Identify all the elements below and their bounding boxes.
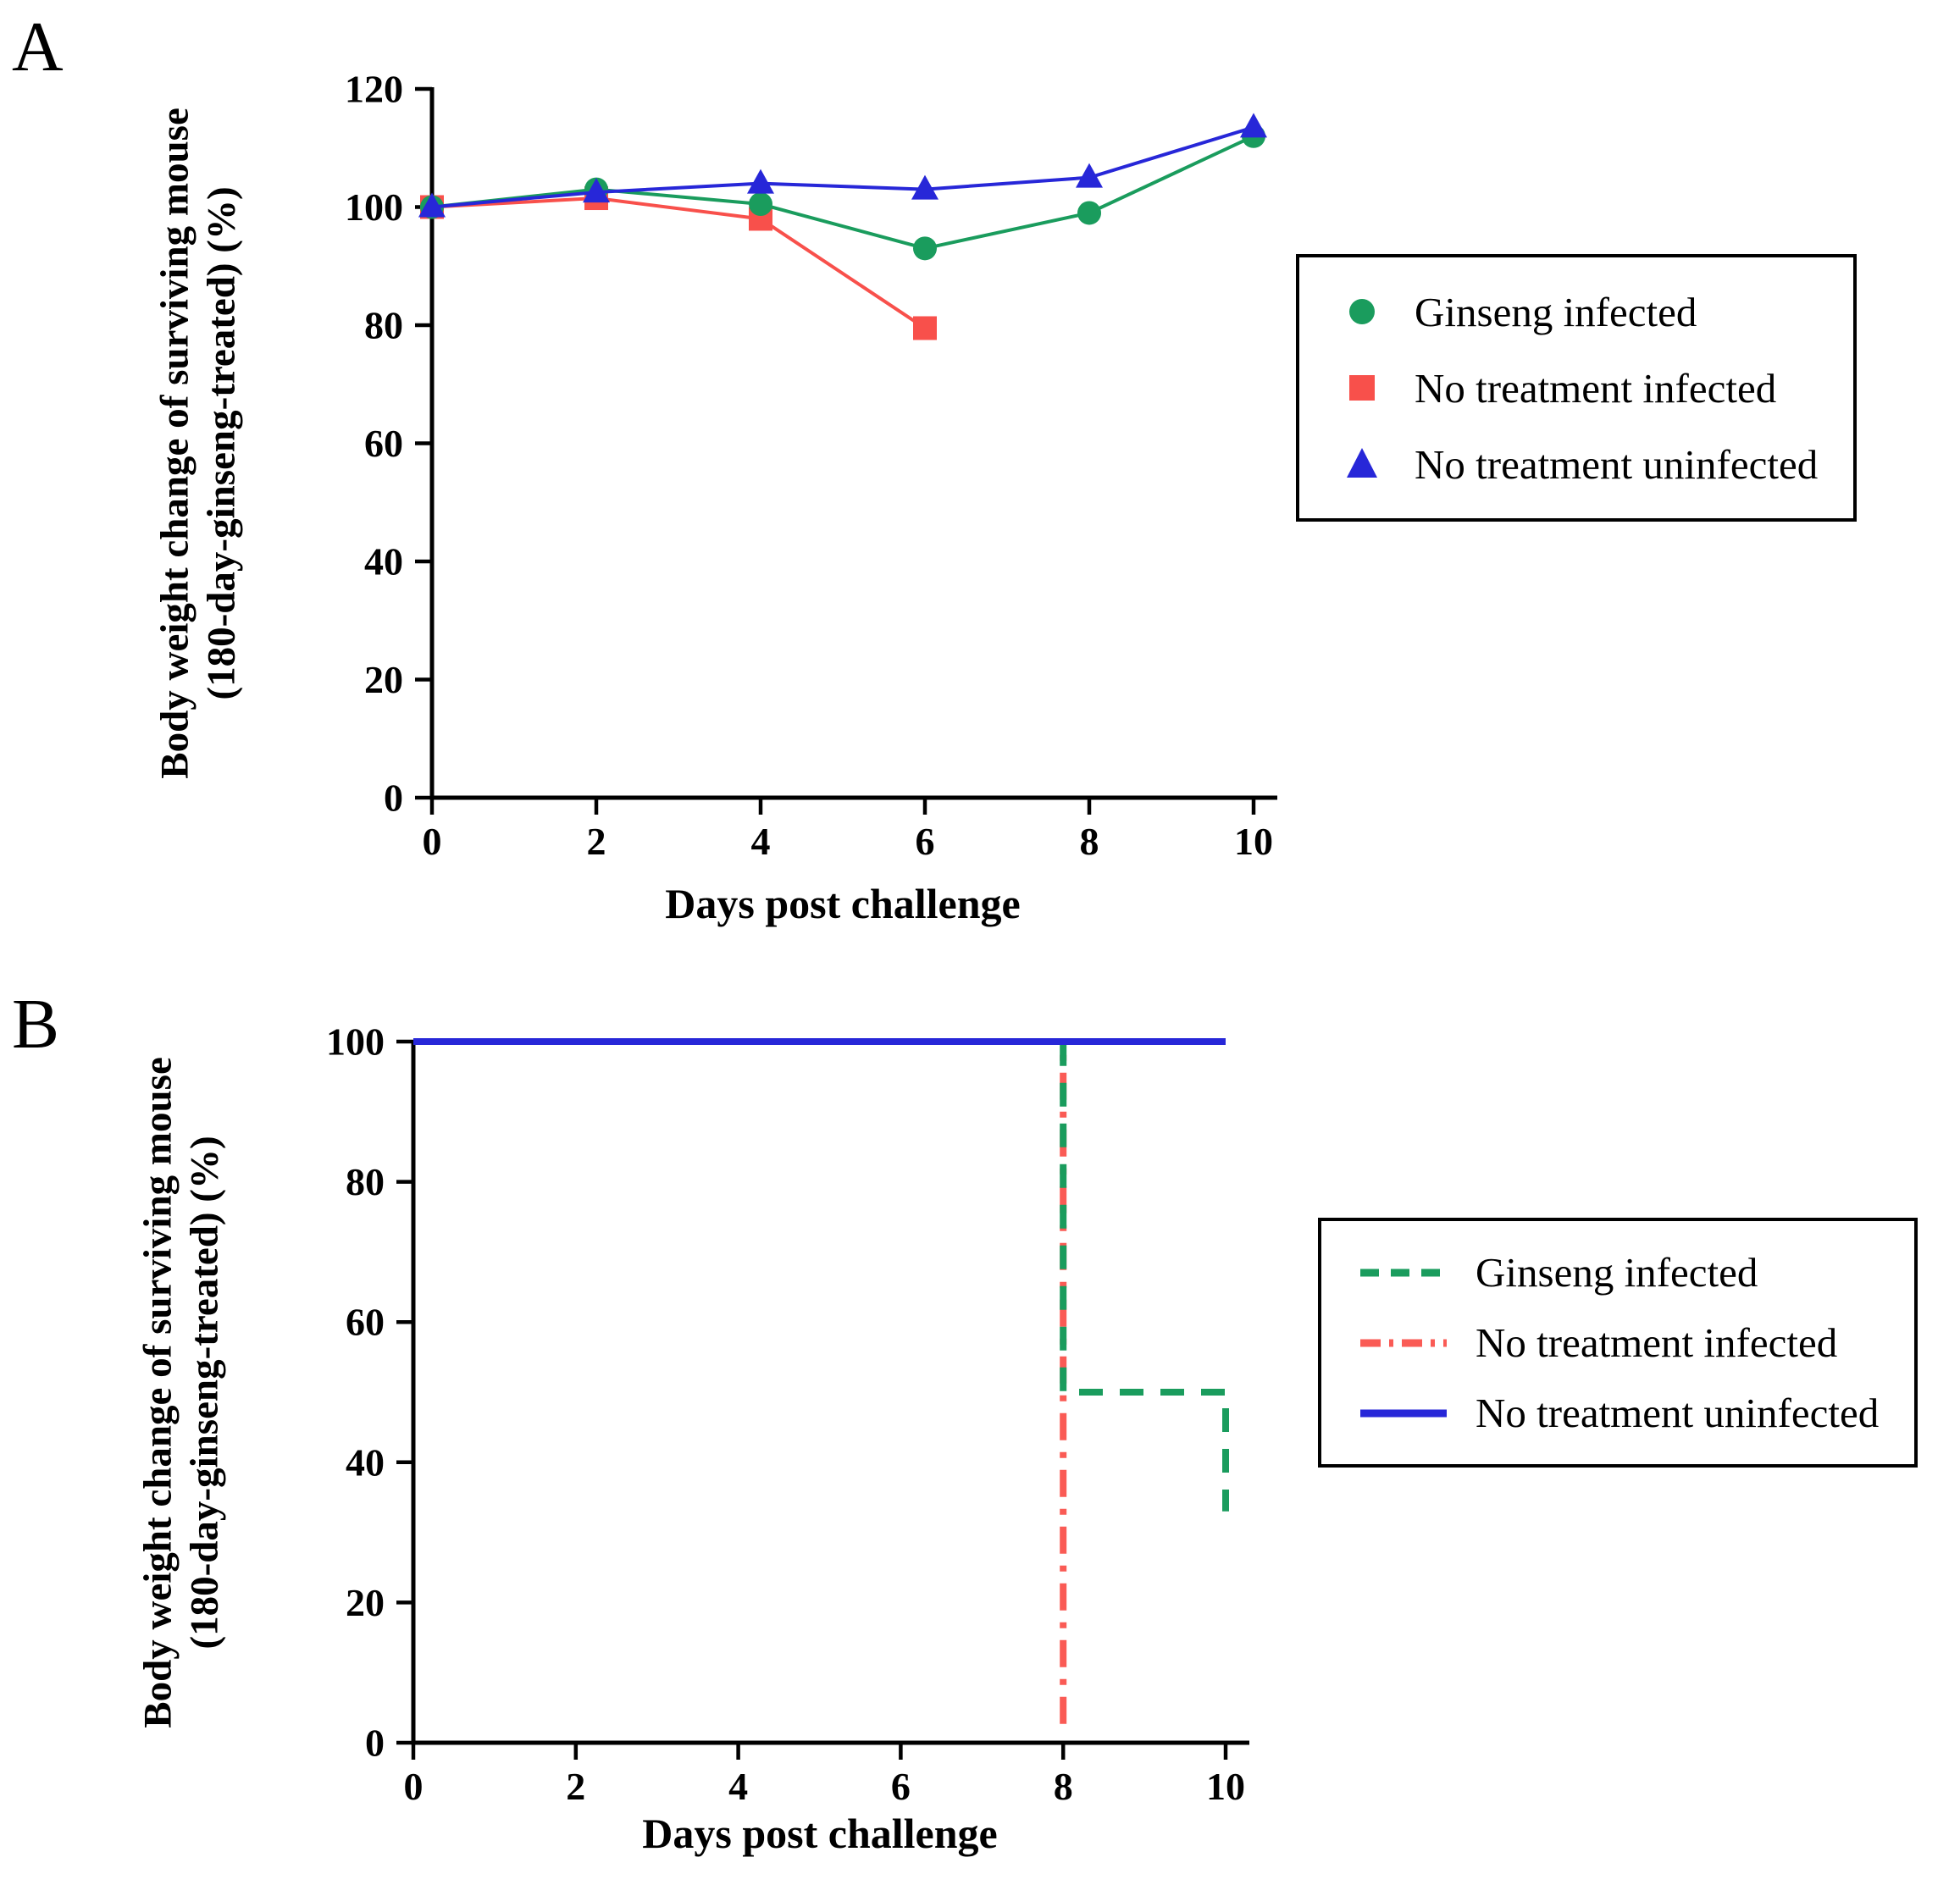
legend-item-ginseng-infected: Ginseng infected xyxy=(1357,1248,1879,1296)
triangle-marker xyxy=(911,174,938,200)
y-tick-label: 60 xyxy=(346,1301,385,1344)
y-tick-label: 80 xyxy=(364,304,403,347)
panel-b-label: B xyxy=(12,985,60,1064)
x-tick-label: 6 xyxy=(891,1765,911,1808)
y-tick-label: 100 xyxy=(326,1020,385,1064)
y-tick-label: 0 xyxy=(384,777,403,820)
x-tick-label: 8 xyxy=(1054,1765,1073,1808)
panel-a-chart: 0 20 40 60 80 100 120 0 2 4 6 8 10 xyxy=(345,68,1277,863)
series-line xyxy=(431,125,1254,209)
legend-item-ginseng-infected: Ginseng infected xyxy=(1335,285,1818,339)
legend-label: No treatment uninfected xyxy=(1415,440,1819,488)
circle-marker-icon xyxy=(1349,299,1375,324)
legend-item-no-treatment-uninfected: No treatment uninfected xyxy=(1335,437,1818,491)
series-step-line xyxy=(413,1038,1229,1512)
legend-item-no-treatment-uninfected: No treatment uninfected xyxy=(1357,1389,1879,1437)
series-no-treatment-infected xyxy=(420,186,937,340)
x-tick-label: 10 xyxy=(1234,820,1273,863)
series-no-treatment-infected xyxy=(413,1038,1067,1726)
triangle-marker xyxy=(747,169,774,194)
triangle-marker-icon xyxy=(1347,448,1377,478)
y-axis-title-line2: (180-day-ginseng-treated) (%) xyxy=(183,1136,227,1650)
legend-label: Ginseng infected xyxy=(1415,288,1697,335)
series-ginseng-infected xyxy=(413,1038,1229,1512)
y-tick-label: 20 xyxy=(346,1581,385,1624)
panel-a-y-axis-title: Body weight change of surviving mouse (1… xyxy=(152,62,246,824)
square-marker-icon xyxy=(1349,375,1375,401)
legend-label: No treatment uninfected xyxy=(1476,1390,1880,1436)
panel-b-chart: 0 20 40 60 80 100 0 2 4 6 8 10 xyxy=(326,1020,1249,1808)
legend-item-no-treatment-infected: No treatment infected xyxy=(1335,361,1818,415)
square-marker xyxy=(913,316,937,340)
panel-a-legend: Ginseng infected No treatment infected No … xyxy=(1296,254,1858,522)
series-line xyxy=(431,196,927,330)
series-line xyxy=(431,134,1254,251)
panel-b-x-axis-title: Days post challenge xyxy=(642,1810,998,1857)
y-axis-title-line1: Body weight change of surviving mouse xyxy=(152,108,197,779)
y-tick-label: 40 xyxy=(346,1440,385,1484)
triangle-marker xyxy=(418,192,446,218)
x-tick-label: 2 xyxy=(587,820,606,863)
series-ginseng-infected xyxy=(420,124,1265,261)
x-tick-label: 10 xyxy=(1206,1765,1245,1808)
x-tick-label: 0 xyxy=(404,1765,424,1808)
y-tick-label: 80 xyxy=(346,1160,385,1203)
x-tick-label: 8 xyxy=(1080,820,1099,863)
legend-item-no-treatment-infected: No treatment infected xyxy=(1357,1318,1879,1367)
dashed-line-icon xyxy=(1360,1269,1447,1276)
panel-a-label: A xyxy=(12,8,64,86)
panel-a-x-axis-title: Days post challenge xyxy=(665,880,1021,927)
series-no-treatment-uninfected xyxy=(418,113,1267,218)
x-tick-label: 4 xyxy=(751,820,771,863)
y-axis-title-line2: (180-day-ginseng-treated) (%) xyxy=(200,186,244,700)
dashdot-line-icon xyxy=(1360,1339,1447,1346)
y-tick-label: 40 xyxy=(364,540,403,583)
circle-marker xyxy=(913,236,937,261)
y-tick-label: 100 xyxy=(345,185,403,229)
y-tick-label: 60 xyxy=(364,422,403,465)
panel-b-y-axis-title: Body weight change of surviving mouse (1… xyxy=(136,1011,230,1773)
y-tick-label: 20 xyxy=(364,658,403,701)
triangle-marker xyxy=(1076,163,1103,188)
solid-line-icon xyxy=(1360,1409,1447,1417)
x-tick-label: 2 xyxy=(566,1765,585,1808)
triangle-marker xyxy=(1240,113,1267,138)
legend-label: No treatment infected xyxy=(1415,364,1777,412)
x-tick-label: 4 xyxy=(728,1765,748,1808)
x-tick-label: 6 xyxy=(916,820,935,863)
series-step-line xyxy=(413,1038,1067,1726)
circle-marker xyxy=(749,192,772,217)
legend-label: Ginseng infected xyxy=(1476,1249,1758,1296)
y-tick-label: 0 xyxy=(365,1722,385,1765)
y-axis-title-line1: Body weight change of surviving mouse xyxy=(136,1057,180,1728)
y-tick-label: 120 xyxy=(345,68,403,111)
panel-b-legend: Ginseng infected No treatment infected No … xyxy=(1318,1218,1918,1468)
x-tick-label: 0 xyxy=(423,820,442,863)
legend-label: No treatment infected xyxy=(1476,1319,1838,1366)
triangle-marker xyxy=(583,178,610,203)
circle-marker xyxy=(1077,201,1101,225)
